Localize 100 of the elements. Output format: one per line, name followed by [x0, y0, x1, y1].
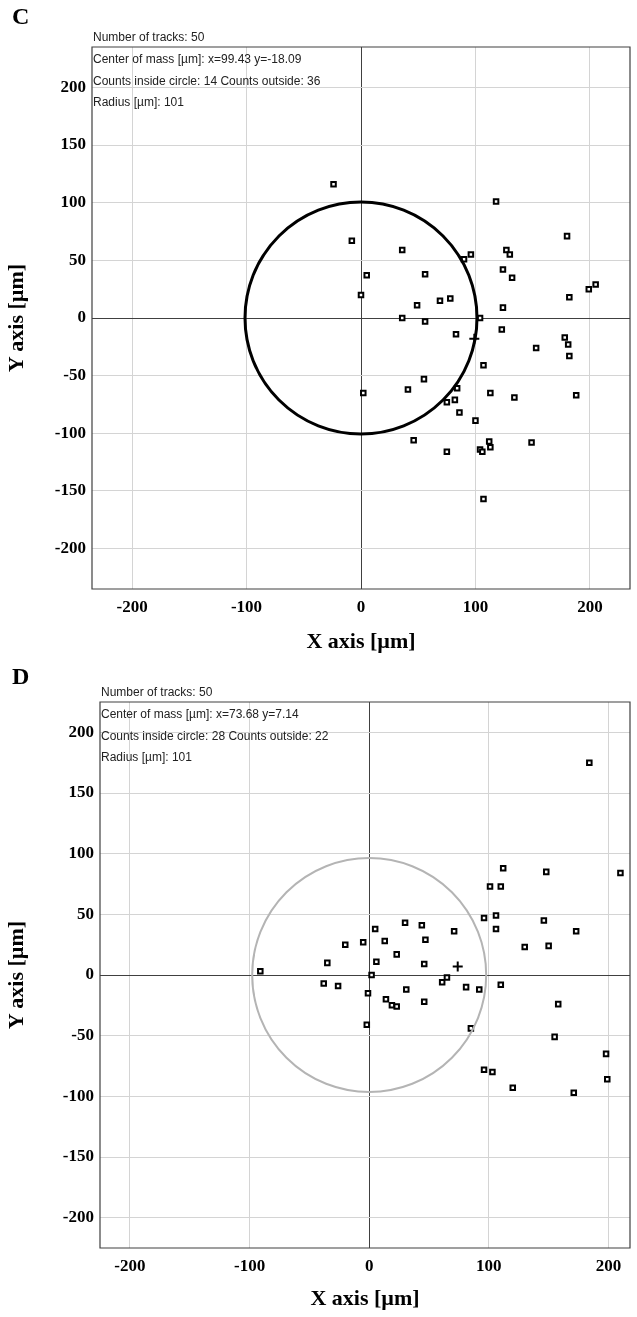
point — [499, 304, 507, 311]
point — [592, 281, 599, 288]
point — [381, 937, 388, 945]
point — [368, 971, 375, 979]
point — [503, 246, 510, 254]
point — [509, 1084, 517, 1092]
x-axis-title: X axis [µm] — [310, 1285, 420, 1311]
y-tick-label: -150 — [62, 1146, 94, 1166]
chart-title: C — [12, 3, 30, 30]
x-tick-label: -200 — [114, 1255, 146, 1275]
y-tick-label: -200 — [62, 1207, 94, 1227]
point — [551, 1033, 558, 1041]
point — [486, 883, 494, 890]
point — [443, 974, 451, 981]
point — [508, 274, 516, 281]
point — [418, 921, 426, 929]
point — [382, 996, 390, 1003]
y-tick-label: 100 — [60, 192, 86, 212]
point — [420, 375, 428, 383]
point — [586, 759, 593, 766]
point — [467, 251, 475, 258]
point — [413, 302, 421, 309]
point — [604, 1076, 611, 1083]
y-tick-label: 0 — [77, 307, 86, 327]
point — [617, 869, 624, 877]
y-tick-label: 50 — [69, 249, 86, 269]
text: Number of tracks: 50 — [101, 685, 213, 700]
point — [421, 318, 429, 325]
chart-title: D — [12, 663, 30, 690]
point — [420, 960, 428, 968]
point — [506, 251, 514, 258]
point — [585, 285, 593, 293]
point — [485, 438, 493, 445]
point — [492, 925, 500, 933]
x-axis-title: X axis [µm] — [306, 628, 416, 654]
annotation: Radius [µm]: 101 — [93, 95, 185, 110]
x-tick-label: 100 — [476, 1255, 502, 1275]
annotation: Radius [µm]: 101 — [101, 750, 193, 765]
x-tick-label: 0 — [364, 1255, 374, 1275]
point — [511, 394, 518, 401]
point — [480, 914, 488, 922]
point — [401, 919, 409, 927]
point — [403, 986, 410, 993]
y-tick-label: 0 — [85, 964, 94, 984]
point — [497, 981, 505, 988]
point — [487, 389, 494, 397]
point — [480, 362, 487, 369]
point — [421, 270, 429, 278]
point — [438, 979, 446, 986]
point — [373, 958, 380, 965]
point — [364, 989, 372, 997]
point — [487, 443, 494, 451]
point — [451, 960, 464, 973]
point — [348, 237, 356, 244]
point — [572, 392, 580, 399]
point — [451, 396, 459, 404]
point — [561, 334, 569, 341]
y-tick-label: -200 — [54, 538, 86, 558]
point — [492, 198, 500, 205]
point — [564, 341, 572, 348]
y-tick-label: -100 — [62, 1085, 94, 1105]
point — [602, 1050, 610, 1058]
point — [363, 1021, 371, 1029]
point — [462, 983, 470, 991]
y-tick-label: 100 — [68, 843, 94, 863]
point — [563, 232, 571, 240]
point — [480, 495, 487, 503]
point — [371, 925, 379, 933]
point — [566, 293, 573, 301]
y-axis-title: Y axis [µm] — [2, 920, 28, 1030]
point — [492, 912, 500, 919]
point — [357, 291, 365, 299]
point — [324, 959, 331, 967]
y-tick-label: -150 — [54, 480, 86, 500]
annotation: Center of mass [µm]: x=73.68 y=7.14 — [101, 707, 299, 722]
y-tick-label: 50 — [77, 903, 94, 923]
annotation: Center of mass [µm]: x=99.43 y=-18.09 — [93, 52, 302, 67]
x-tick-label: -100 — [233, 1255, 266, 1275]
point — [257, 968, 264, 975]
point — [554, 1000, 562, 1008]
point — [497, 883, 505, 890]
point — [452, 330, 460, 338]
point — [499, 864, 507, 872]
point — [450, 928, 458, 935]
y-tick-label: -100 — [54, 422, 86, 442]
x-tick-label: 0 — [356, 596, 366, 616]
point — [489, 1068, 496, 1076]
x-tick-label: 200 — [595, 1255, 622, 1275]
x-tick-label: -200 — [116, 596, 148, 616]
annotation: Counts inside circle: 14 Counts outside: 36 — [93, 73, 321, 88]
point — [480, 1066, 488, 1073]
point — [542, 868, 550, 876]
point — [532, 344, 540, 352]
point — [540, 917, 548, 924]
point — [363, 272, 370, 279]
point — [456, 409, 463, 416]
y-tick-label: -50 — [63, 365, 86, 385]
point — [566, 352, 573, 360]
point — [342, 941, 349, 948]
point — [447, 295, 454, 302]
